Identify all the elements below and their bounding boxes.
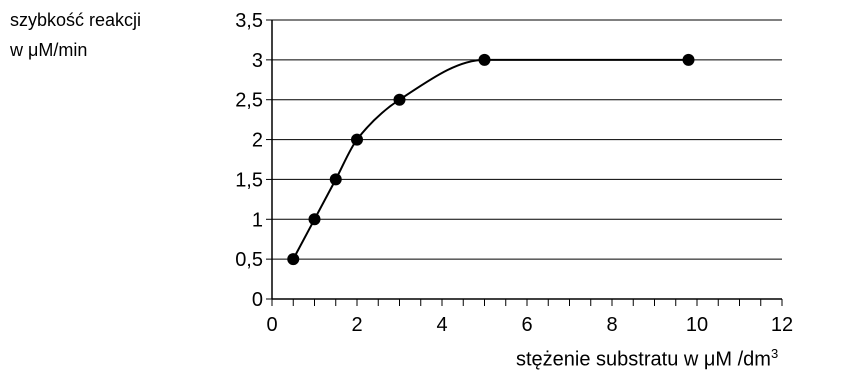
data-point [682, 53, 695, 66]
y-tick-label: 0 [252, 289, 263, 311]
y-tick-label: 3,5 [235, 10, 263, 32]
y-axis-label-line-1: szybkość reakcji [10, 10, 142, 30]
x-tick-label: 2 [351, 314, 362, 336]
y-tick-label: 1,5 [235, 169, 263, 191]
x-tick-label: 0 [266, 314, 277, 336]
y-tick-label: 1 [252, 209, 263, 231]
data-point [287, 253, 300, 266]
x-tick-label: 4 [436, 314, 447, 336]
x-axis-label-exponent: 3 [770, 346, 779, 361]
series-line [292, 58, 689, 260]
data-point [478, 53, 491, 66]
x-tick-label: 10 [686, 314, 708, 336]
x-axis-label-text: stężenie substratu w μM /dm [516, 348, 771, 371]
x-tick-label: 8 [606, 314, 617, 336]
x-tick-label: 6 [521, 314, 532, 336]
y-tick-label: 3 [252, 50, 263, 72]
y-tick-label: 0,5 [235, 249, 263, 271]
y-tick-label: 2,5 [235, 90, 263, 112]
data-point [308, 213, 321, 226]
x-tick-label: 12 [771, 314, 793, 336]
y-axis-label-line-2: w μM/min [10, 40, 88, 60]
x-axis-label: stężenie substratu w μM /dm3 [516, 346, 778, 372]
y-tick-label: 2 [252, 130, 263, 152]
data-point [351, 133, 363, 146]
data-point [329, 173, 342, 186]
data-point [393, 93, 406, 106]
